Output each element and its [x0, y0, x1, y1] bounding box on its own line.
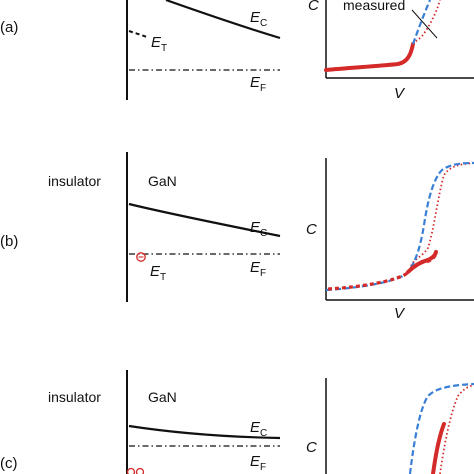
- cv-ylabel-a: C: [308, 0, 319, 14]
- measured-curve-b: [327, 253, 438, 291]
- trap-level-a: [128, 30, 148, 38]
- annotation-measured: measured: [343, 0, 405, 13]
- cv-plot-a: C V measured: [308, 0, 474, 102]
- measured-curve-c: [431, 422, 446, 474]
- cv-plot-c: C: [306, 378, 474, 474]
- panel-a: (a) EC ET EF C V measured: [0, 0, 474, 102]
- ideal-curve-b: [325, 161, 474, 292]
- measured-curve-tail-a: [412, 0, 441, 45]
- cv-xlabel-a: V: [394, 85, 406, 102]
- band-diagram-a: EC ET EF: [126, 0, 281, 100]
- conduction-band-c: [128, 424, 281, 440]
- gan-label-c: GaN: [148, 389, 177, 405]
- conduction-band-b: [128, 202, 281, 238]
- measured-curve-a: [324, 42, 415, 72]
- panel-b-label: (b): [0, 233, 18, 250]
- cv-ylabel-c: C: [306, 439, 317, 456]
- trapped-electron-b: [136, 252, 146, 262]
- ef-label-c: EF: [250, 453, 266, 473]
- et-label-a: ET: [151, 34, 167, 54]
- insulator-label-b: insulator: [48, 173, 101, 189]
- cv-xlabel-b: V: [394, 305, 406, 322]
- et-label-b: ET: [150, 263, 166, 283]
- band-diagram-b: insulator GaN EC ET EF: [48, 152, 281, 302]
- trapped-electron-c1: [126, 467, 136, 474]
- band-diagram-c: insulator GaN EC EF: [48, 370, 281, 474]
- ec-label-a: EC: [250, 9, 267, 29]
- ideal-curve-a: [411, 0, 432, 45]
- conduction-band-a: [165, 0, 281, 40]
- measured-curve-tail-c: [439, 384, 474, 474]
- gan-label-b: GaN: [148, 173, 177, 189]
- trapped-electron-c2: [135, 467, 145, 474]
- measured-curve-tail-b: [410, 162, 474, 267]
- cv-plot-b: C V: [306, 158, 474, 322]
- measured-bump-b: [406, 250, 438, 274]
- panel-c-label: (c): [0, 455, 18, 472]
- ideal-curve-c: [408, 382, 474, 474]
- ec-label-b: EC: [250, 219, 267, 239]
- annotation-bg-a: [338, 0, 418, 14]
- annotation-arrow-a: [411, 9, 438, 39]
- panel-c: (c) insulator GaN EC EF C: [0, 370, 474, 474]
- ef-label-a: EF: [250, 74, 266, 94]
- ef-label-b: EF: [250, 259, 266, 279]
- insulator-label-c: insulator: [48, 389, 101, 405]
- panel-a-label: (a): [0, 19, 18, 36]
- ec-label-c: EC: [250, 419, 267, 439]
- panel-b: (b) insulator GaN EC ET EF C V: [0, 152, 474, 322]
- cv-ylabel-b: C: [306, 221, 317, 238]
